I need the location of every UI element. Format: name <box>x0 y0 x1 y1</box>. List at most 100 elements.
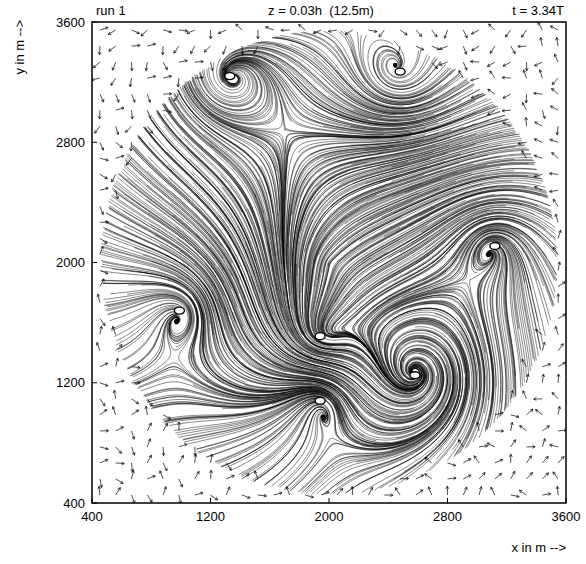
streamline <box>324 359 432 401</box>
vector-arrow <box>145 62 148 71</box>
streamline <box>230 403 318 471</box>
vector-arrow <box>488 89 495 94</box>
streamline <box>460 228 556 292</box>
vector-arrow <box>195 471 199 479</box>
vector-arrow <box>527 445 536 448</box>
vector-arrow <box>210 470 213 479</box>
streamline <box>304 91 486 125</box>
streamline <box>361 337 454 447</box>
vector-arrow <box>100 410 107 415</box>
streamline <box>147 391 349 434</box>
vector-arrow <box>92 78 100 81</box>
streamline <box>338 120 508 162</box>
streamline <box>219 121 293 323</box>
vector-arrow <box>130 62 133 71</box>
x-tick-label: 2800 <box>433 509 462 524</box>
streamline <box>477 251 495 429</box>
vector-arrow <box>210 454 213 463</box>
streamline <box>368 40 446 92</box>
streamline <box>396 190 547 232</box>
vector-arrow <box>131 463 134 472</box>
y-tick <box>92 142 97 143</box>
streamline <box>331 145 524 207</box>
streamline <box>471 235 545 336</box>
vector-arrow <box>550 444 558 447</box>
vector-arrow <box>527 456 532 463</box>
streamline <box>391 335 456 450</box>
vector-arrow <box>100 326 103 335</box>
vector-arrow <box>518 142 527 145</box>
vector-arrow <box>241 46 244 55</box>
streamline <box>351 99 491 130</box>
streamline <box>145 127 241 241</box>
streamline <box>343 84 474 114</box>
vector-arrow <box>132 495 136 503</box>
vector-arrow <box>174 46 179 53</box>
vector-arrow <box>471 94 479 98</box>
streamline <box>178 89 270 194</box>
streamline <box>261 48 473 117</box>
vector-arrow <box>522 30 527 37</box>
vector-arrow <box>554 54 558 62</box>
vector-arrow <box>179 479 183 487</box>
vector-arrow <box>538 22 542 30</box>
streamline <box>422 199 552 232</box>
streamline <box>384 189 548 237</box>
vector-arrow <box>490 46 495 53</box>
vector-arrow <box>444 30 447 38</box>
vector-arrow <box>131 110 134 119</box>
vector-arrow <box>558 362 565 366</box>
vector-arrow <box>542 457 548 463</box>
streamline <box>337 70 468 108</box>
plot-area <box>92 22 566 503</box>
vector-arrow <box>100 363 108 367</box>
vector-arrow <box>511 390 514 399</box>
vector-arrow <box>100 399 105 406</box>
streamline <box>105 295 191 341</box>
vector-arrow <box>345 30 353 34</box>
vector-arrow <box>428 487 432 495</box>
vector-arrow <box>503 94 511 98</box>
streamline <box>381 312 474 436</box>
streamline <box>391 135 517 168</box>
streamline <box>222 402 316 467</box>
vortex-center <box>410 372 420 379</box>
vector-arrow <box>550 139 558 142</box>
streamline <box>368 283 490 401</box>
vector-arrow <box>416 475 424 479</box>
vector-arrow <box>100 319 105 326</box>
streamline <box>359 183 545 241</box>
vector-arrow <box>178 422 181 431</box>
streamline <box>321 140 522 211</box>
vector-arrow <box>313 30 321 34</box>
vector-arrow <box>100 479 103 488</box>
vector-arrow <box>100 383 108 386</box>
vector-arrow <box>211 62 214 71</box>
vector-arrow <box>147 439 150 447</box>
streamline <box>295 77 483 123</box>
streamline <box>105 228 250 370</box>
streamline <box>490 248 501 418</box>
vector-arrow <box>511 495 520 498</box>
vector-arrow <box>218 30 226 34</box>
streamline <box>477 239 533 359</box>
streamline <box>391 330 460 440</box>
x-tick <box>447 498 448 503</box>
vector-arrow <box>195 76 204 79</box>
streamline <box>405 163 534 193</box>
vector-arrow <box>132 410 139 415</box>
streamline <box>272 38 467 109</box>
vector-arrow <box>226 463 231 470</box>
vector-arrow <box>416 490 423 495</box>
vector-arrow <box>558 314 565 319</box>
vector-arrow <box>116 447 122 454</box>
streamline <box>200 105 288 296</box>
vector-arrow <box>463 475 471 479</box>
vector-arrow <box>479 445 488 448</box>
vector-arrow <box>163 415 171 419</box>
vector-arrow <box>211 495 218 500</box>
streamline <box>104 294 191 341</box>
vector-arrow <box>558 429 566 432</box>
vector-arrow <box>116 190 119 199</box>
vector-arrow <box>179 60 188 63</box>
